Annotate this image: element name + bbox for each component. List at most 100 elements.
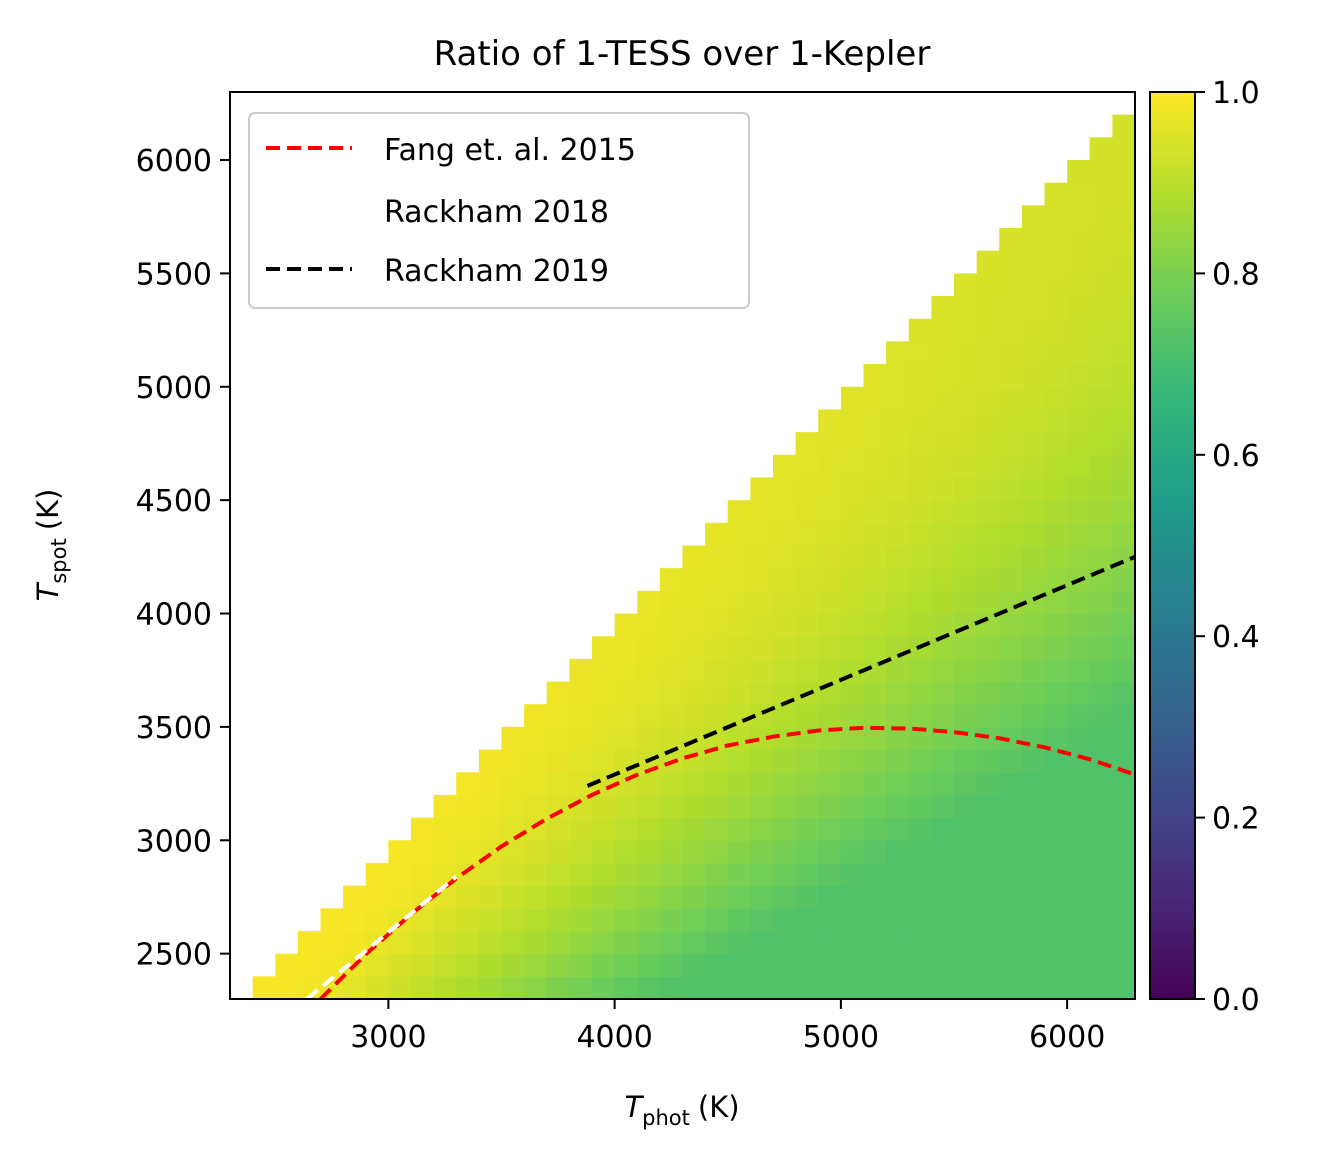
heatmap-cell [773,704,797,728]
heatmap-cell [501,840,525,864]
heatmap-cell [886,500,910,524]
heatmap-cell [1089,704,1113,728]
heatmap-cell [682,862,706,887]
heatmap-cell [886,953,910,977]
heatmap-cell [659,636,684,660]
heatmap-cell [659,568,684,592]
heatmap-cell [1067,976,1091,999]
heatmap-cell [637,772,661,796]
heatmap-cell [886,681,910,705]
heatmap-cell [908,522,932,547]
heatmap-cell [524,704,548,728]
heatmap-cell [818,477,842,501]
heatmap-cell [840,976,865,999]
heatmap-cell [1112,658,1135,683]
heatmap-cell [501,953,525,977]
heatmap-cell [840,636,865,660]
heatmap-cell [614,726,638,751]
heatmap-cell [569,681,593,705]
heatmap-cell [433,794,457,819]
heatmap-cell [954,726,978,751]
heatmap-cell [795,749,819,773]
heatmap-cell [773,976,797,999]
heatmap-cell [886,976,910,999]
heatmap-cell [1021,749,1046,773]
heatmap-cell [727,749,751,773]
heatmap-cell [1112,273,1135,297]
heatmap-cell [931,522,955,547]
heatmap-cell [886,590,910,615]
y-tick-label: 3500 [136,711,212,746]
heatmap-cell [931,636,955,660]
heatmap-cell [908,930,932,955]
heatmap-cell [840,613,865,637]
heatmap-cell [1021,772,1046,796]
heatmap-cell [976,862,1000,887]
x-axis-label: Tphot (K) [624,1090,739,1130]
heatmap-cell [818,749,842,773]
heatmap-cell [659,658,684,683]
heatmap-cell [1044,500,1068,524]
heatmap-cell [773,477,797,501]
heatmap-cell [1112,976,1135,999]
heatmap-cell [818,726,842,751]
heatmap-cell [931,681,955,705]
heatmap-cell [773,772,797,796]
heatmap-cell [705,976,729,999]
heatmap-cell [727,568,751,592]
heatmap-cell [659,885,684,909]
heatmap-cell [1089,500,1113,524]
heatmap-cell [840,386,865,411]
heatmap-cell [840,432,865,456]
heatmap-cell [546,817,570,841]
heatmap-cell [976,704,1000,728]
heatmap-cell [1021,817,1046,841]
heatmap-cell [1089,930,1113,955]
heatmap-cell [365,885,389,909]
heatmap-cell [1089,976,1113,999]
heatmap-cell [886,658,910,683]
heatmap-cell [546,772,570,796]
heatmap-cell [637,885,661,909]
heatmap-cell [1044,726,1068,751]
heatmap-cell [1021,681,1046,705]
heatmap-cell [886,817,910,841]
heatmap-cell [297,930,322,955]
heatmap-cell [1067,160,1091,184]
heatmap-cell [478,908,503,932]
heatmap-cell [682,930,706,955]
heatmap-cell [705,930,729,955]
heatmap-cell [863,930,887,955]
heatmap-cell [705,568,729,592]
heatmap-cell [1112,862,1135,887]
heatmap-cell [1067,432,1091,456]
heatmap-cell [682,817,706,841]
heatmap-cell [863,862,887,887]
heatmap-cell [1067,658,1091,683]
heatmap-cell [705,885,729,909]
heatmap-cell [705,817,729,841]
colorbar-ticks: 0.0 0.2 0.4 0.6 0.8 1.0 [1195,76,1260,1018]
heatmap-cell [1067,477,1091,501]
heatmap-cell [524,726,548,751]
heatmap-cell [501,794,525,819]
x-tick-label: 5000 [803,1020,879,1055]
heatmap-cell [546,976,570,999]
heatmap-cell [1089,273,1113,297]
heatmap-cell [931,704,955,728]
heatmap-cell [1044,749,1068,773]
y-tick-label: 3000 [136,824,212,859]
heatmap-cell [569,930,593,955]
heatmap-cell [614,930,638,955]
heatmap-cell [411,976,435,999]
heatmap-cell [592,794,616,819]
heatmap-cell [976,613,1000,637]
heatmap-cell [1067,817,1091,841]
heatmap-cell [999,341,1023,365]
heatmap-cell [750,885,774,909]
heatmap-cell [1112,794,1135,819]
heatmap-cell [297,953,322,977]
heatmap-cell [1021,545,1046,569]
heatmap-cell [999,772,1023,796]
heatmap-cell [908,817,932,841]
